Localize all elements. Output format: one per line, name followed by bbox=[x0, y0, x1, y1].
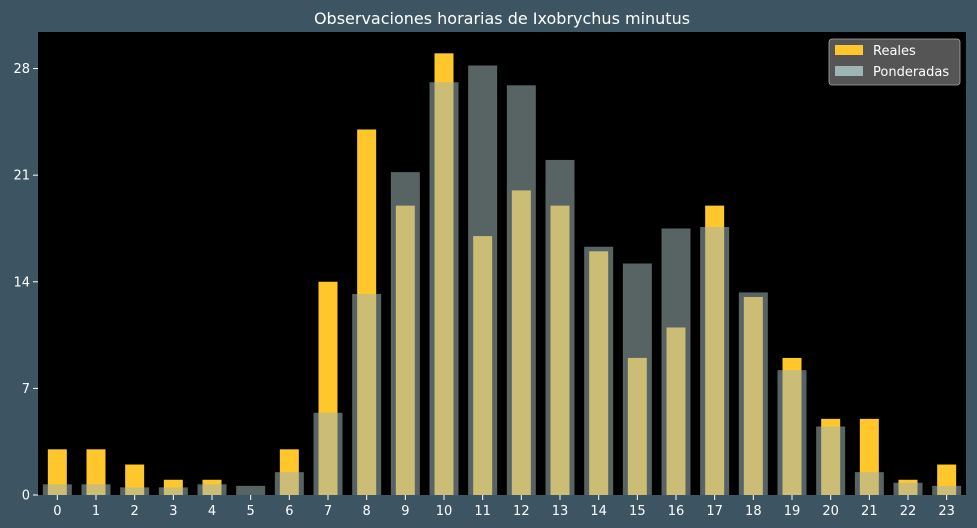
y-tick-label: 0 bbox=[22, 489, 30, 504]
x-tick-label: 19 bbox=[784, 504, 801, 519]
x-tick-label: 20 bbox=[822, 504, 839, 519]
x-tick-label: 2 bbox=[131, 504, 139, 519]
y-tick-label: 7 bbox=[22, 382, 30, 397]
bar-ponderadas-16 bbox=[661, 228, 691, 495]
bar-ponderadas-18 bbox=[738, 292, 768, 495]
bar-ponderadas-4 bbox=[197, 484, 227, 495]
bar-reales-1 bbox=[86, 449, 106, 495]
bar-reales-0 bbox=[47, 449, 67, 495]
bar-ponderadas-5 bbox=[236, 485, 266, 495]
x-tick-label: 22 bbox=[900, 504, 917, 519]
x-tick-label: 7 bbox=[324, 504, 332, 519]
bar-ponderadas-6 bbox=[274, 472, 304, 495]
x-tick-label: 18 bbox=[745, 504, 762, 519]
x-tick-label: 17 bbox=[706, 504, 723, 519]
x-tick-label: 15 bbox=[629, 504, 646, 519]
bar-ponderadas-15 bbox=[622, 263, 652, 495]
bar-ponderadas-13 bbox=[545, 159, 575, 495]
chart-title: Observaciones horarias de Ixobrychus min… bbox=[314, 9, 690, 28]
legend-swatch-ponderadas bbox=[835, 66, 863, 76]
y-tick-label: 14 bbox=[13, 275, 30, 290]
bar-ponderadas-23 bbox=[932, 485, 962, 495]
bar-ponderadas-2 bbox=[120, 487, 150, 495]
bar-ponderadas-12 bbox=[506, 85, 536, 496]
x-tick-label: 8 bbox=[363, 504, 371, 519]
x-tick-label: 16 bbox=[668, 504, 685, 519]
x-tick-label: 12 bbox=[513, 504, 530, 519]
bar-ponderadas-20 bbox=[816, 426, 846, 495]
x-tick-label: 11 bbox=[474, 504, 491, 519]
x-axis: 0 1 2 3 4 5 6 7 8 9 10 11 12 13 14 15 16 17 18 19 20 21 22 23 bbox=[53, 495, 955, 519]
bar-ponderadas-19 bbox=[777, 370, 807, 495]
x-tick-label: 9 bbox=[401, 504, 409, 519]
x-tick-label: 5 bbox=[247, 504, 255, 519]
x-tick-label: 10 bbox=[436, 504, 453, 519]
bar-ponderadas-9 bbox=[390, 172, 420, 496]
x-tick-label: 4 bbox=[208, 504, 216, 519]
bar-ponderadas-8 bbox=[352, 293, 382, 495]
legend-label-reales: Reales bbox=[873, 44, 916, 59]
legend: Reales Ponderadas bbox=[828, 38, 961, 86]
bar-ponderadas-3 bbox=[158, 487, 188, 495]
bar-ponderadas-17 bbox=[700, 226, 730, 495]
legend-label-ponderadas: Ponderadas bbox=[873, 65, 949, 80]
plot-area bbox=[38, 32, 966, 495]
x-tick-label: 21 bbox=[861, 504, 878, 519]
bar-ponderadas-21 bbox=[854, 472, 884, 495]
x-tick-label: 6 bbox=[285, 504, 293, 519]
y-tick-label: 28 bbox=[13, 62, 30, 77]
y-tick-label: 21 bbox=[13, 169, 30, 184]
legend-swatch-reales bbox=[835, 45, 863, 55]
bar-ponderadas-1 bbox=[81, 484, 111, 495]
bar-ponderadas-22 bbox=[893, 482, 923, 495]
bar-ponderadas-7 bbox=[313, 412, 343, 495]
y-axis: 0 7 14 21 28 bbox=[13, 62, 38, 504]
x-tick-label: 14 bbox=[590, 504, 607, 519]
x-tick-label: 23 bbox=[938, 504, 955, 519]
bar-ponderadas-0 bbox=[42, 484, 72, 495]
x-tick-label: 0 bbox=[53, 504, 61, 519]
bar-ponderadas-14 bbox=[584, 246, 614, 495]
x-tick-label: 3 bbox=[169, 504, 177, 519]
x-tick-label: 13 bbox=[552, 504, 569, 519]
bar-ponderadas-10 bbox=[429, 82, 459, 496]
x-tick-label: 1 bbox=[92, 504, 100, 519]
bar-ponderadas-11 bbox=[468, 65, 498, 495]
series-ponderadas bbox=[42, 65, 962, 496]
